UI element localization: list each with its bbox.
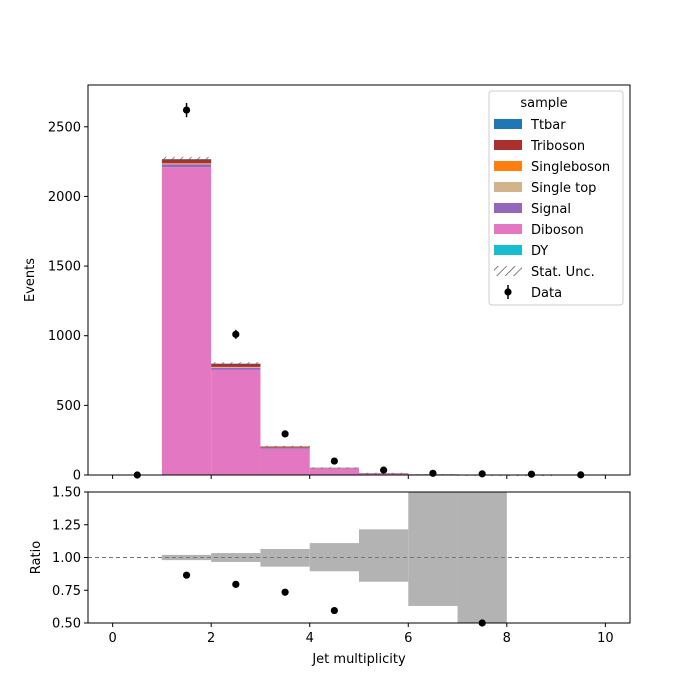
legend-frame [488,90,624,306]
legend-label: Triboson [530,139,585,154]
ratio-y-tick-label: 0.75 [52,584,81,599]
legend-swatch [494,140,522,150]
bar-diboson-5 [359,473,409,475]
x-tick-label: 8 [503,631,511,646]
ratio-y-tick-label: 1.25 [52,518,81,533]
bar-single-top-2 [211,367,261,368]
ratio-panel: 0.50 0.75 1.00 1.25 1.50 0 2 4 6 8 10 Ratio Jet mult… [29,486,631,667]
ratio-unc-band-4 [359,529,409,582]
bar-signal-3 [260,448,310,449]
legend-swatch [494,203,522,213]
legend-swatch [494,161,522,171]
legend-entry: Ttbar [494,118,566,133]
legend: sample Ttbar Triboson Singleboson Single top… [488,90,624,306]
y-tick-label: 500 [56,399,81,414]
y-tick-label: 2000 [48,190,81,205]
bar-signal-2 [211,367,261,370]
stat-unc-2 [211,362,261,365]
ratio-unc-band-5 [408,492,458,606]
data-point-7 [478,470,486,478]
legend-entry: Data [504,285,562,301]
ratio-point-2 [281,588,289,596]
legend-entry: Triboson [494,139,585,154]
legend-title: sample [520,96,567,111]
x-axis-label: Jet multiplicity [311,652,406,667]
x-tick-label: 2 [207,631,215,646]
x-tick-label: 6 [404,631,412,646]
legend-swatch [494,182,522,192]
y-tick-label: 2500 [48,120,81,135]
main-axes-frame [87,84,631,476]
legend-entry: Singleboson [494,160,610,175]
ratio-y-axis-label: Ratio [29,541,44,574]
data-point-6 [429,469,437,477]
x-tick-label: 0 [108,631,116,646]
ratio-y-tick-label: 1.50 [52,486,81,501]
data-point-1 [182,106,191,114]
legend-label: Ttbar [530,118,566,133]
y-tick-label: 1000 [48,329,81,344]
bar-diboson-1 [161,167,212,475]
legend-entry: Signal [494,202,571,217]
stat-unc-1 [161,156,212,162]
y-tick-label: 1500 [48,260,81,275]
bar-single-top-1 [161,163,212,165]
data-point-3 [281,430,289,438]
legend-label: Singleboson [531,160,610,175]
stat-unc-3 [260,445,310,448]
legend-entry: DY [494,244,548,259]
data-point-8 [527,470,536,478]
ratio-y-tick-label: 1.00 [52,551,81,566]
data-point-4 [330,457,338,465]
data-point-5 [380,466,388,474]
legend-swatch-stat-unc [494,266,522,276]
bar-diboson-3 [260,448,310,475]
series-diboson [161,167,557,475]
legend-swatch [494,245,522,255]
legend-data-marker [504,288,512,296]
legend-label: Signal [531,202,571,217]
legend-label: Data [531,286,562,301]
legend-entry: Stat. Unc. [494,265,595,280]
legend-label: DY [531,244,548,259]
x-tick-label: 10 [597,631,614,646]
bar-diboson-4 [309,468,359,475]
legend-entry: Single top [494,181,596,196]
x-tick-label: 4 [306,631,314,646]
bar-triboson-2 [211,363,261,367]
y-tick-label: 0 [73,469,81,484]
y-axis-label: Events [23,258,38,302]
ratio-point-3 [330,606,338,615]
legend-label: Single top [531,181,596,196]
ratio-y-tick-label: 0.50 [52,617,81,632]
data-point-2 [232,330,240,338]
legend-swatch [494,224,522,234]
bar-diboson-2 [211,369,261,475]
main-panel: 0 500 1000 1500 2000 2500 Events sample Ttbar Tri… [23,84,631,484]
ratio-point-0 [182,571,191,579]
legend-entry: Diboson [494,223,584,238]
legend-swatch [494,119,522,129]
legend-label: Diboson [531,223,584,238]
legend-label: Stat. Unc. [531,265,595,280]
ratio-point-1 [232,580,240,588]
bar-signal-1 [161,164,212,168]
stat-unc-4 [309,467,359,469]
